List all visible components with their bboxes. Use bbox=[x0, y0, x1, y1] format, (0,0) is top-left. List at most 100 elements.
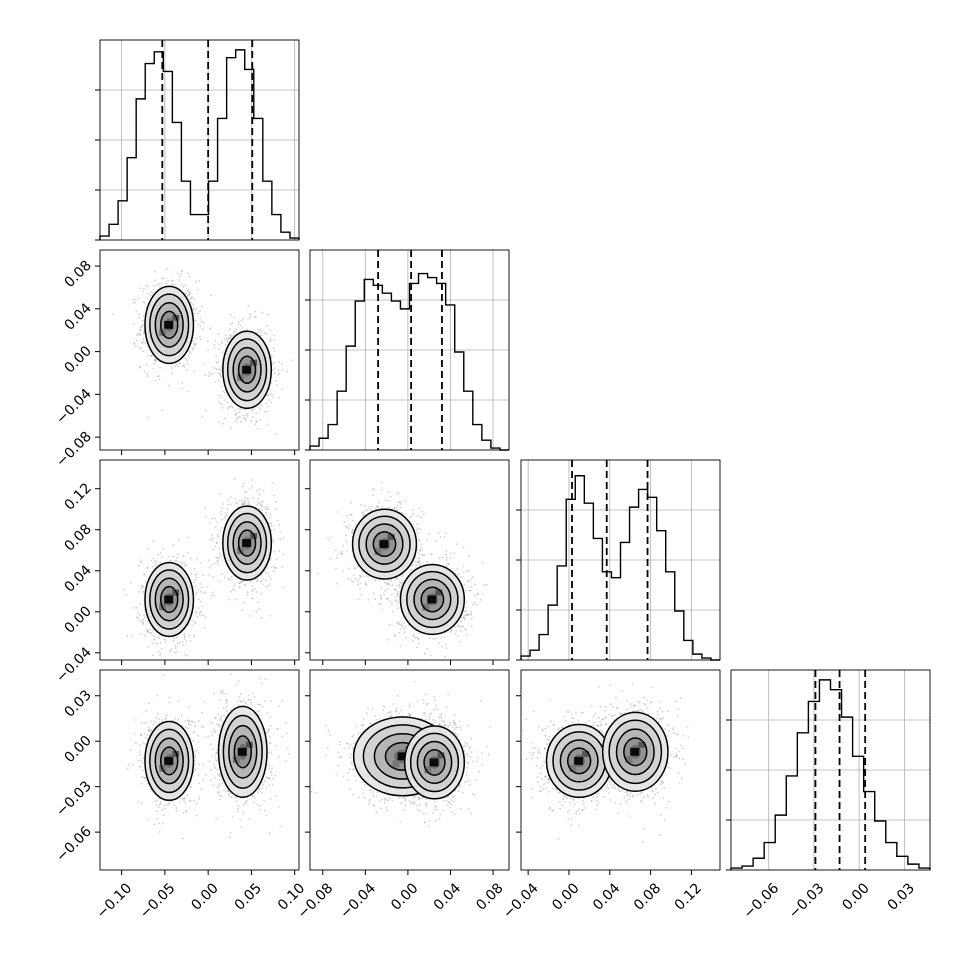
contour-line bbox=[159, 585, 179, 614]
density-panel-3-2 bbox=[516, 669, 721, 875]
contour-line bbox=[365, 523, 404, 565]
panel-frame bbox=[309, 249, 510, 451]
panel-frame bbox=[99, 249, 300, 451]
x-tick-label: −0.03 bbox=[786, 880, 828, 922]
contour-line bbox=[406, 570, 459, 629]
contour-line bbox=[159, 310, 179, 340]
contour-line bbox=[372, 531, 397, 558]
contour-line bbox=[149, 569, 190, 630]
y-tick-label: −0.04 bbox=[53, 386, 95, 428]
x-tick-label: 0.00 bbox=[839, 880, 872, 913]
contour-line bbox=[226, 338, 268, 402]
contour-line bbox=[222, 505, 273, 581]
contour-line bbox=[217, 705, 268, 799]
density-peak bbox=[242, 539, 252, 548]
histogram-steps-0 bbox=[99, 49, 300, 240]
contour-line bbox=[228, 724, 258, 779]
y-tick-label: −0.08 bbox=[53, 429, 95, 471]
contour-line bbox=[351, 508, 418, 580]
contour-line bbox=[358, 515, 411, 573]
x-tick-label: 0.03 bbox=[885, 880, 918, 913]
density-panel-2-0 bbox=[95, 459, 300, 665]
x-tick-label: −0.06 bbox=[741, 880, 783, 922]
density-peak bbox=[164, 595, 174, 604]
x-tick-label: 0.12 bbox=[672, 880, 705, 913]
contour-line bbox=[154, 577, 184, 622]
contour-line bbox=[154, 301, 184, 348]
panel-frame bbox=[99, 669, 300, 871]
y-tick-label: −0.03 bbox=[53, 778, 95, 820]
density-peak bbox=[242, 365, 252, 374]
contour-line bbox=[144, 561, 195, 638]
contour-line bbox=[226, 512, 268, 574]
density-peak bbox=[427, 595, 437, 604]
y-tick-label: 0.08 bbox=[61, 258, 94, 291]
panel-frame bbox=[520, 669, 721, 871]
panel-frame bbox=[309, 669, 510, 871]
contour-line bbox=[615, 728, 655, 776]
histogram-panel-0 bbox=[95, 39, 300, 241]
density-panel-1-0 bbox=[95, 249, 300, 455]
y-tick-label: 0.00 bbox=[61, 603, 94, 636]
contour-line bbox=[623, 737, 648, 767]
contour-line bbox=[237, 355, 257, 385]
y-tick-label: 0.04 bbox=[61, 562, 94, 595]
contour-line bbox=[399, 563, 466, 636]
density-panel-3-0 bbox=[95, 669, 300, 875]
contour-line bbox=[149, 728, 190, 794]
x-tick-label: 0.04 bbox=[431, 880, 464, 913]
panel-frame bbox=[309, 459, 510, 661]
contour-line bbox=[159, 746, 179, 776]
density-peak bbox=[164, 756, 174, 765]
density-peak bbox=[164, 320, 174, 329]
y-tick-label: 0.00 bbox=[61, 733, 94, 766]
x-tick-label: −0.10 bbox=[94, 880, 136, 922]
contour-line bbox=[237, 529, 257, 557]
contour-line bbox=[233, 735, 252, 769]
density-peak bbox=[630, 747, 640, 756]
panel-frame bbox=[730, 669, 931, 871]
panel-frame bbox=[99, 459, 300, 661]
y-tick-label: −0.04 bbox=[53, 644, 95, 686]
density-panel-2-1 bbox=[305, 459, 510, 665]
contour-line bbox=[144, 285, 195, 365]
contour-line bbox=[154, 737, 184, 785]
contour-line bbox=[222, 714, 263, 789]
contour-line bbox=[149, 293, 190, 357]
histogram-panel-1 bbox=[305, 249, 510, 451]
x-tick-label: 0.00 bbox=[388, 880, 421, 913]
contour-line bbox=[420, 586, 445, 613]
histogram-panel-2 bbox=[516, 459, 721, 661]
contour-line bbox=[232, 521, 262, 566]
y-tick-label: 0.12 bbox=[61, 480, 94, 513]
x-tick-label: 0.00 bbox=[549, 880, 582, 913]
panel-frame bbox=[99, 39, 300, 241]
y-tick-label: 0.03 bbox=[61, 687, 94, 720]
contour-line bbox=[559, 739, 599, 783]
x-tick-label: 0.04 bbox=[590, 880, 623, 913]
histogram-panel-3 bbox=[726, 669, 931, 871]
x-tick-label: −0.05 bbox=[137, 880, 179, 922]
contour-line bbox=[409, 732, 460, 793]
contour-line bbox=[403, 725, 466, 800]
contour-line bbox=[566, 747, 592, 775]
contour-line bbox=[144, 720, 195, 802]
x-tick-label: 0.00 bbox=[188, 880, 221, 913]
x-tick-label: 0.05 bbox=[232, 880, 265, 913]
contour-line bbox=[423, 748, 446, 776]
contour-line bbox=[413, 578, 452, 621]
density-peak bbox=[397, 752, 407, 761]
x-tick-label: −0.04 bbox=[500, 880, 542, 922]
contour-line bbox=[608, 719, 663, 785]
contour-line bbox=[416, 740, 453, 785]
x-tick-label: −0.04 bbox=[337, 880, 379, 922]
density-peak bbox=[379, 540, 389, 549]
histogram-steps-1 bbox=[309, 272, 509, 451]
contour-line bbox=[232, 346, 262, 393]
density-peak bbox=[429, 758, 439, 767]
histogram-steps-3 bbox=[730, 679, 931, 870]
contour-line bbox=[222, 330, 273, 410]
panel-frame bbox=[520, 459, 721, 661]
y-tick-label: 0.08 bbox=[61, 521, 94, 554]
